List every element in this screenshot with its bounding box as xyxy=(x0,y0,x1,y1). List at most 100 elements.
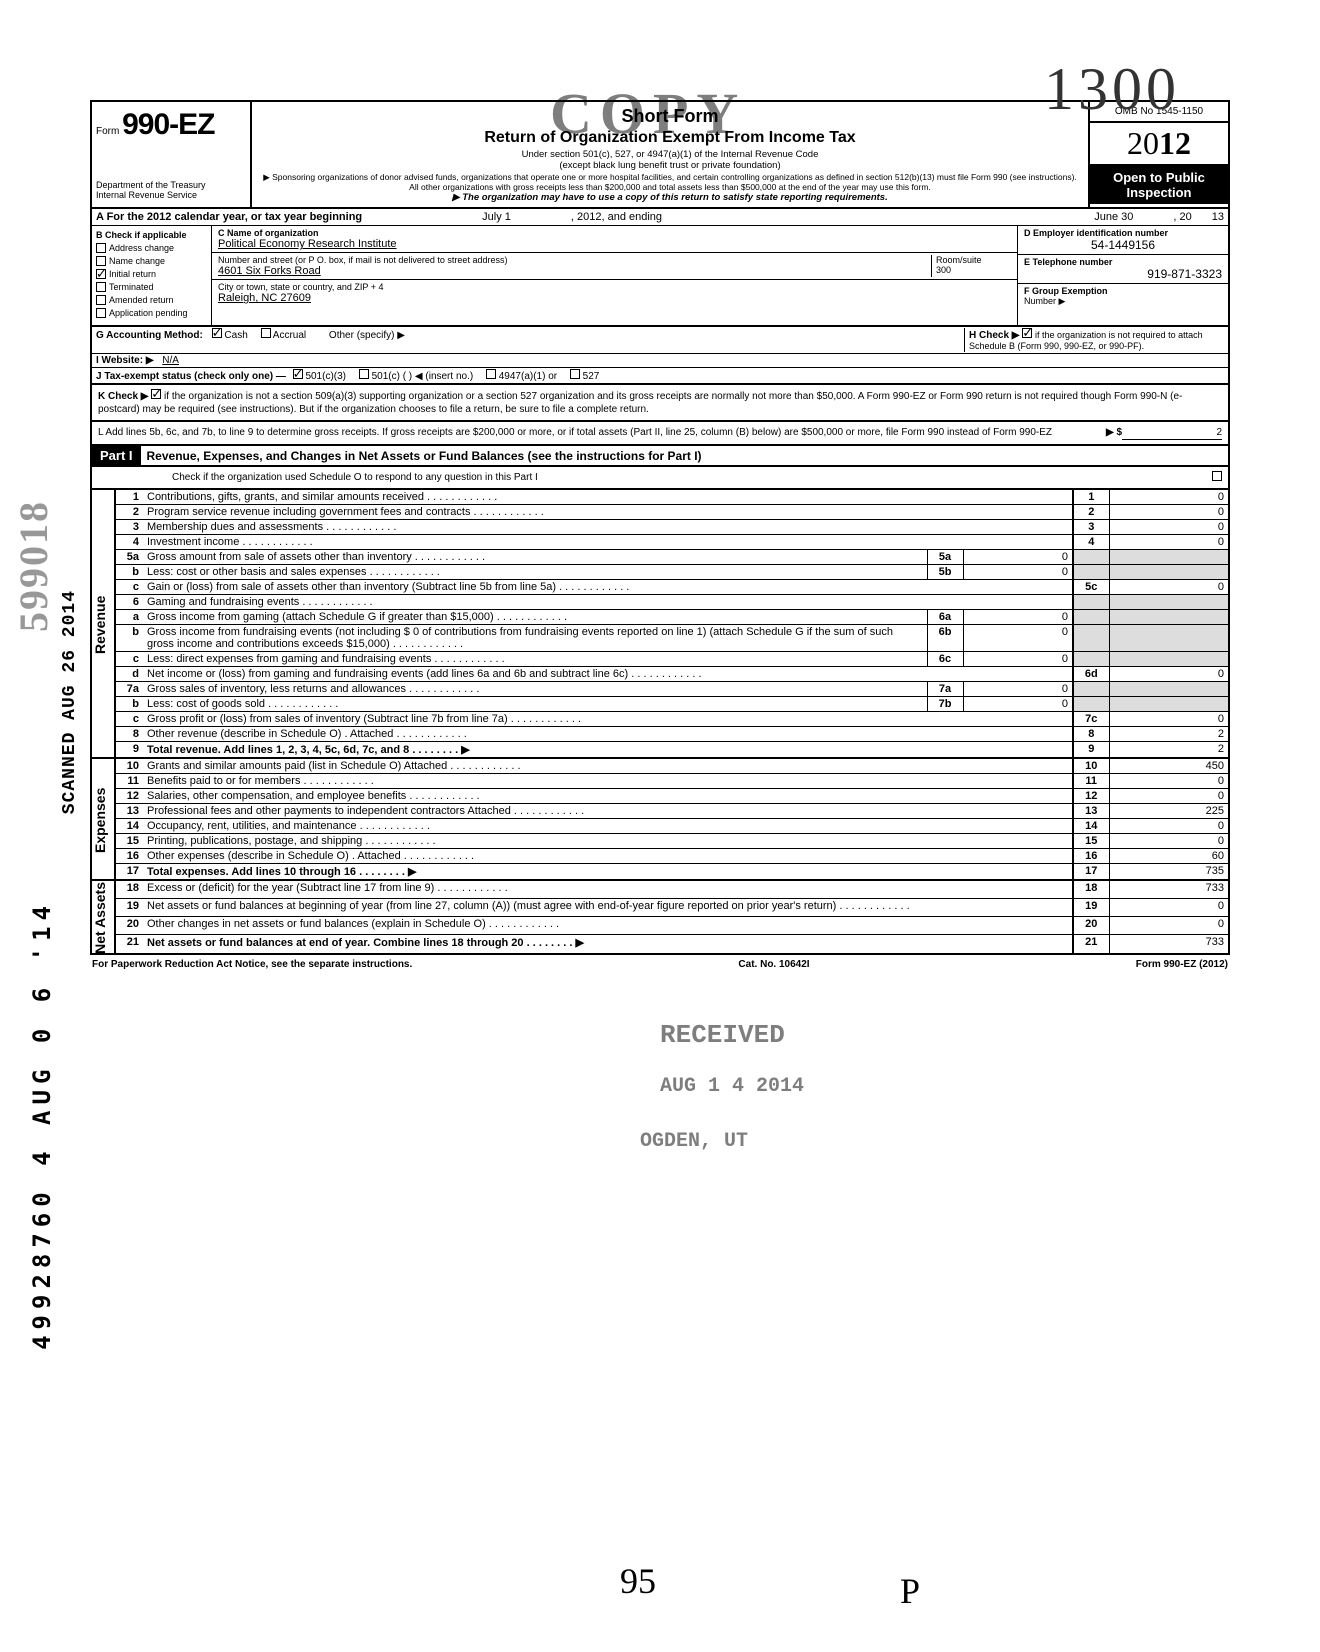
chk-h[interactable] xyxy=(1022,328,1032,338)
line-val xyxy=(1109,595,1229,610)
chk-cash[interactable] xyxy=(212,328,222,338)
line-ref: 21 xyxy=(1073,934,1109,954)
row-a-endyr: 13 xyxy=(1212,211,1224,223)
chk-name-change[interactable] xyxy=(96,256,106,266)
chk-527[interactable] xyxy=(570,369,580,379)
lbl-application-pending: Application pending xyxy=(109,308,188,318)
l-text: L Add lines 5b, 6c, and 7b, to line 9 to… xyxy=(98,426,1096,440)
row-a-tax-year: A For the 2012 calendar year, or tax yea… xyxy=(90,209,1230,226)
line-ref: 15 xyxy=(1073,834,1109,849)
line-num: c xyxy=(115,652,143,667)
sub-num: 6c xyxy=(927,652,963,667)
subtitle-4: ▶ The organization may have to use a cop… xyxy=(262,192,1078,203)
line-ref xyxy=(1073,595,1109,610)
line-ref: 10 xyxy=(1073,759,1109,774)
chk-application-pending[interactable] xyxy=(96,308,106,318)
line-ref: 3 xyxy=(1073,520,1109,535)
line-val: 0 xyxy=(1109,712,1229,727)
chk-address-change[interactable] xyxy=(96,243,106,253)
row-a-end: June 30 xyxy=(1094,211,1133,223)
sub-num: 6b xyxy=(927,625,963,652)
sub-num: 7b xyxy=(927,697,963,712)
line-num: a xyxy=(115,610,143,625)
line-num: 8 xyxy=(115,727,143,742)
chk-part1-sched-o[interactable] xyxy=(1212,471,1222,481)
room: 300 xyxy=(936,265,1011,275)
line-ref: 11 xyxy=(1073,774,1109,789)
ein-label: D Employer identification number xyxy=(1024,228,1222,238)
line-num: 11 xyxy=(115,774,143,789)
k-label: K Check ▶ xyxy=(98,391,148,402)
sideways-dln: 49928760 4 AUG 0 6 '14 xyxy=(28,900,56,1350)
line-num: 13 xyxy=(115,804,143,819)
line-val: 2 xyxy=(1109,727,1229,742)
chk-k[interactable] xyxy=(151,389,161,399)
lbl-amended-return: Amended return xyxy=(109,295,174,305)
footer-mid: Cat. No. 10642I xyxy=(738,959,809,970)
sideways-scanned-stamp: SCANNED AUG 26 2014 xyxy=(60,590,80,814)
line-desc: Other expenses (describe in Schedule O) … xyxy=(143,849,1073,864)
revenue-table: Revenue1Contributions, gifts, grants, an… xyxy=(90,490,1230,759)
form-prefix: Form xyxy=(96,126,119,137)
sub-val: 0 xyxy=(963,697,1073,712)
line-val: 0 xyxy=(1109,520,1229,535)
line-desc: Total expenses. Add lines 10 through 16 … xyxy=(143,864,1073,881)
l-arrow: ▶ $ xyxy=(1106,426,1122,440)
line-desc: Excess or (deficit) for the year (Subtra… xyxy=(143,881,1073,898)
box-d: D Employer identification number 54-1449… xyxy=(1018,226,1228,325)
line-val: 60 xyxy=(1109,849,1229,864)
line-num: b xyxy=(115,625,143,652)
part1-title: Revenue, Expenses, and Changes in Net As… xyxy=(141,447,1228,465)
line-ref: 2 xyxy=(1073,505,1109,520)
line-ref: 13 xyxy=(1073,804,1109,819)
line-val: 0 xyxy=(1109,535,1229,550)
sideways-stamp-number: 599018 xyxy=(10,500,57,632)
lbl-accrual: Accrual xyxy=(273,330,306,341)
row-gij: G Accounting Method: Cash Accrual Other … xyxy=(90,327,1230,385)
line-desc: Gain or (loss) from sale of assets other… xyxy=(143,580,1073,595)
lbl-other: Other (specify) ▶ xyxy=(329,330,405,341)
line-num: 21 xyxy=(115,934,143,954)
line-num: 15 xyxy=(115,834,143,849)
l-val: 2 xyxy=(1122,426,1222,440)
chk-accrual[interactable] xyxy=(261,328,271,338)
chk-501c[interactable] xyxy=(359,369,369,379)
side-label: Revenue xyxy=(91,490,115,758)
tax-year: 2012 xyxy=(1090,123,1228,164)
lbl-initial-return: Initial return xyxy=(109,269,156,279)
line-desc: Grants and similar amounts paid (list in… xyxy=(143,759,1073,774)
g-label: G Accounting Method: xyxy=(96,330,203,341)
line-desc: Other changes in net assets or fund bala… xyxy=(143,917,1073,935)
line-val: 733 xyxy=(1109,934,1229,954)
chk-terminated[interactable] xyxy=(96,282,106,292)
line-val: 0 xyxy=(1109,789,1229,804)
line-num: 5a xyxy=(115,550,143,565)
line-desc: Contributions, gifts, grants, and simila… xyxy=(143,490,1073,505)
sub-val: 0 xyxy=(963,610,1073,625)
chk-4947[interactable] xyxy=(486,369,496,379)
line-desc: Printing, publications, postage, and shi… xyxy=(143,834,1073,849)
line-num: 14 xyxy=(115,819,143,834)
sub-val: 0 xyxy=(963,550,1073,565)
chk-501c3[interactable] xyxy=(293,369,303,379)
street-label: Number and street (or P O. box, if mail … xyxy=(218,255,931,265)
chk-initial-return[interactable] xyxy=(96,269,106,279)
line-ref-shaded xyxy=(1073,610,1109,625)
line-val: 733 xyxy=(1109,881,1229,898)
line-ref: 19 xyxy=(1073,899,1109,917)
line-desc: Gross income from gaming (attach Schedul… xyxy=(143,610,927,625)
group-label: F Group Exemption xyxy=(1024,286,1222,296)
row-k: K Check ▶ if the organization is not a s… xyxy=(90,385,1230,422)
line-val-shaded xyxy=(1109,565,1229,580)
chk-amended-return[interactable] xyxy=(96,295,106,305)
row-a-mid: , 2012, and ending xyxy=(571,211,662,223)
side-label: Net Assets xyxy=(91,881,115,954)
row-a-begin: July 1 xyxy=(482,211,511,223)
line-desc: Net assets or fund balances at end of ye… xyxy=(143,934,1073,954)
line-val: 2 xyxy=(1109,742,1229,759)
line-desc: Gross income from fundraising events (no… xyxy=(143,625,927,652)
line-ref-shaded xyxy=(1073,565,1109,580)
line-val-shaded xyxy=(1109,550,1229,565)
line-desc: Salaries, other compensation, and employ… xyxy=(143,789,1073,804)
line-desc: Less: cost or other basis and sales expe… xyxy=(143,565,927,580)
